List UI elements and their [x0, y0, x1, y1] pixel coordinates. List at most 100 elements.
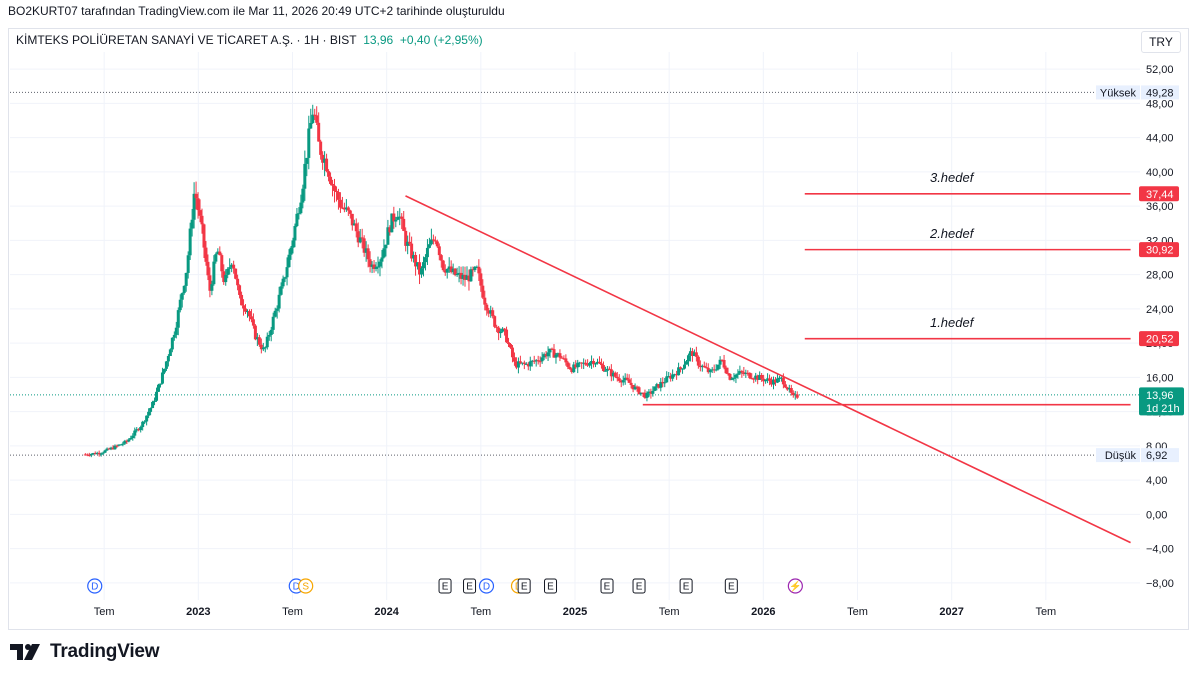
price-tag-bg — [1139, 242, 1179, 258]
dividend-event-icon — [87, 578, 103, 594]
price-tag-label: 37,44 — [1146, 189, 1174, 201]
candle-up — [475, 266, 479, 268]
candle-down — [781, 377, 785, 385]
candle-down — [338, 199, 342, 208]
candle-up — [192, 193, 196, 220]
candle-down — [319, 141, 323, 155]
chart-frame — [8, 28, 1189, 630]
candle-down — [259, 344, 263, 350]
candle-up — [287, 254, 291, 268]
dividend-event-icon — [478, 578, 495, 594]
candle-up — [394, 219, 398, 222]
candle-down — [408, 241, 412, 244]
candle-down — [690, 351, 694, 357]
earnings-event-icon — [679, 578, 693, 594]
price-tag-bg — [1139, 331, 1179, 347]
candle-up — [421, 262, 425, 269]
currency-button[interactable]: TRY — [1141, 31, 1181, 53]
candle-down — [471, 269, 475, 271]
y-tick-label: −4,00 — [1146, 544, 1174, 556]
event-label: E — [521, 582, 528, 593]
last-price-tag-bg — [1139, 387, 1184, 416]
symbol-change: +0,40 (+2,95%) — [399, 33, 483, 47]
candle-up — [766, 378, 770, 380]
candle-down — [661, 381, 665, 384]
y-tick-label: 16,00 — [1146, 372, 1174, 384]
candle-up — [665, 376, 669, 383]
candle-down — [560, 357, 564, 359]
candle-up — [501, 328, 505, 332]
candle-up — [738, 371, 742, 374]
candle-down — [679, 367, 683, 369]
candle-up — [127, 439, 131, 442]
y-tick-label: 0,00 — [1146, 509, 1167, 521]
countdown-label: 1d 21h — [1146, 403, 1180, 415]
tradingview-logo[interactable]: TradingView — [10, 640, 160, 664]
candle-up — [178, 299, 182, 311]
candle-up — [473, 266, 477, 271]
candle-up — [172, 334, 176, 338]
event-label: E — [442, 582, 449, 593]
candle-down — [87, 454, 91, 456]
candle-down — [481, 285, 485, 298]
high-low-lines: Yüksek 49,28 Düşük 6,92 — [10, 85, 1179, 463]
candle-down — [220, 255, 224, 272]
candle-up — [716, 364, 720, 370]
candle-up — [162, 368, 166, 373]
candle-up — [358, 237, 362, 243]
candle-down — [414, 254, 418, 267]
candle-down — [433, 240, 437, 242]
earnings-event-icon — [600, 578, 614, 594]
candle-down — [418, 262, 422, 275]
candle-up — [275, 308, 279, 311]
candle-down — [479, 273, 483, 286]
candle-up — [754, 375, 758, 379]
candle-down — [536, 360, 540, 362]
low-value: 6,92 — [1146, 450, 1167, 462]
candle-up — [210, 284, 214, 291]
candle-up — [653, 386, 657, 391]
candle-up — [364, 248, 368, 253]
candle-down — [194, 193, 198, 199]
candle-down — [453, 268, 457, 276]
candle-down — [789, 388, 793, 393]
candle-up — [710, 369, 714, 371]
candle-up — [135, 429, 139, 431]
candle-up — [190, 219, 194, 229]
candle-down — [485, 304, 489, 311]
candle-up — [188, 228, 192, 256]
candle-down — [613, 372, 617, 377]
candle-up — [540, 357, 544, 362]
trendline-line — [405, 195, 1131, 544]
symbol-name: KİMTEKS POLİÜRETAN SANAYİ VE TİCARET A.Ş… — [16, 33, 357, 47]
candle-down — [115, 445, 119, 447]
price-tag-label: 30,92 — [1146, 245, 1174, 257]
candle-up — [489, 310, 493, 314]
candle-up — [623, 377, 627, 381]
candle-down — [510, 347, 514, 358]
candle-up — [677, 367, 681, 376]
candle-down — [431, 239, 435, 241]
candle-down — [566, 362, 570, 367]
candle-down — [698, 365, 702, 368]
candle-down — [538, 361, 542, 363]
candle-down — [317, 122, 321, 142]
candle-up — [214, 254, 218, 262]
y-axis: 52,0048,0044,0040,0036,0032,0028,0024,00… — [1146, 64, 1174, 590]
candle-up — [129, 438, 133, 440]
candle-down — [437, 246, 441, 256]
upcoming-event-icon — [787, 578, 803, 594]
candle-down — [443, 270, 447, 273]
candle-up — [384, 244, 388, 249]
candle-down — [222, 271, 226, 283]
candle-down — [242, 305, 246, 309]
candle-up — [398, 216, 402, 218]
candle-up — [686, 355, 690, 362]
candle-up — [226, 268, 230, 275]
candle-down — [641, 392, 645, 394]
low-label: Düşük — [1105, 450, 1137, 462]
candle-up — [153, 400, 157, 402]
candle-down — [592, 361, 596, 365]
candle-up — [273, 310, 277, 317]
